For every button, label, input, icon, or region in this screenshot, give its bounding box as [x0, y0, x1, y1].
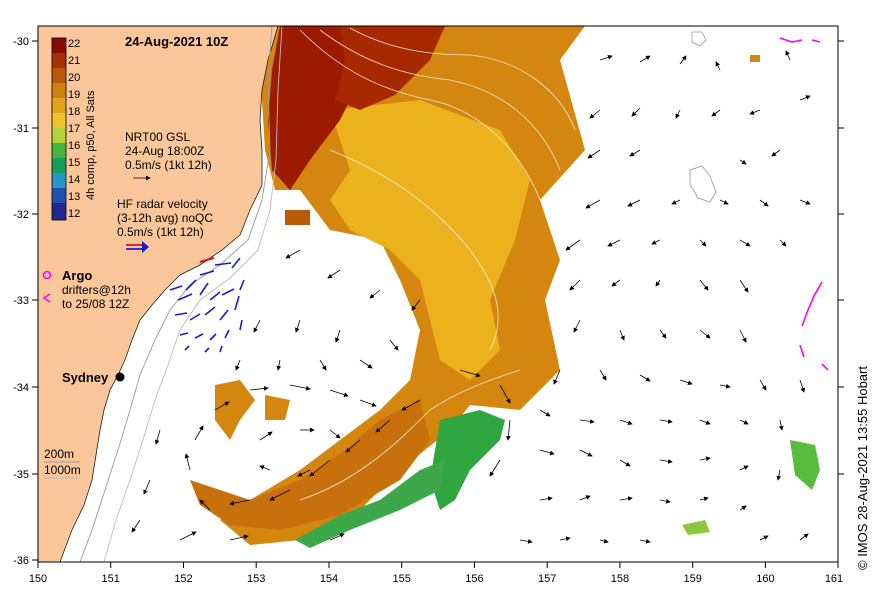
y-tick-label: -36: [13, 555, 29, 567]
colorbar-tick: 21: [68, 55, 80, 67]
sst-brown-west: [285, 210, 310, 225]
map-title: 24-Aug-2021 10Z: [125, 34, 228, 49]
hf-legend-line2: (3-12h avg) noQC: [117, 211, 213, 225]
colorbar-tick: 17: [68, 123, 80, 135]
sst-spot-ne: [750, 55, 760, 62]
sst-eddy-rim: [190, 400, 430, 530]
nrt-legend-line1: NRT00 GSL: [125, 130, 190, 144]
argo-label: Argo: [62, 268, 92, 283]
y-tick-label: -35: [13, 469, 29, 481]
sst-yellow-patch: [330, 100, 530, 380]
x-tick-label: 153: [247, 573, 265, 585]
x-tick-label: 160: [756, 573, 774, 585]
colorbar-tick: 12: [68, 208, 80, 220]
plot-frame: [37, 25, 839, 563]
argo-drifter-tracks: [779, 37, 829, 371]
y-tick-label: -34: [13, 382, 29, 394]
x-tick-label: 152: [174, 573, 192, 585]
argo-marker-icon: [42, 270, 52, 280]
colorbar-tick: 22: [68, 38, 80, 50]
colorbar: [51, 37, 67, 221]
x-tick-label: 155: [393, 573, 411, 585]
x-tick-label: 154: [320, 573, 338, 585]
colorbar-tick: 20: [68, 72, 80, 84]
sst-cool-spot: [682, 520, 710, 535]
colorbar-label: 4h comp, p50, All Sats: [85, 90, 97, 200]
island-outline: [689, 165, 717, 203]
y-tick-label: -31: [13, 123, 29, 135]
city-marker-icon: [115, 372, 125, 382]
colorbar-swatch: [52, 113, 66, 128]
colorbar-swatch: [52, 98, 66, 113]
sst-cool-band-2: [295, 460, 445, 548]
colorbar-swatch: [52, 188, 66, 203]
sst-contours: [299, 27, 576, 501]
sst-cool-east: [790, 440, 820, 490]
hf-legend-line3: 0.5m/s (1kt 12h): [117, 225, 204, 239]
colorbar-swatch: [52, 128, 66, 143]
colorbar-swatch: [52, 143, 66, 158]
city-label-sydney: Sydney: [62, 370, 109, 385]
sst-eddy-west: [215, 380, 255, 440]
hf-scale-arrowhead: [142, 241, 149, 253]
depth-200-label: 200m: [44, 447, 74, 461]
drifter-arrow-icon: [42, 293, 51, 303]
x-tick-label: 157: [538, 573, 556, 585]
land-australia: [38, 26, 279, 562]
depth-1000-label: 1000m: [44, 463, 81, 477]
bathy-200m: [79, 26, 273, 562]
colorbar-tick: 18: [68, 106, 80, 118]
bathy-1000m: [103, 26, 283, 562]
hf-legend-line1: HF radar velocity: [117, 197, 208, 211]
y-tick-label: -33: [13, 295, 29, 307]
credit-text: © IMOS 28-Aug-2021 13:55 Hobart: [855, 366, 870, 570]
sst-cool-band-1: [430, 410, 505, 510]
x-tick-label: 150: [29, 573, 47, 585]
y-tick-label: -30: [13, 36, 29, 48]
drifters-line2: to 25/08 12Z: [62, 297, 129, 311]
colorbar-swatch: [52, 83, 66, 98]
x-tick-label: 158: [611, 573, 629, 585]
nrt-legend-line3: 0.5m/s (1kt 12h): [125, 158, 212, 172]
sst-hot-patch: [268, 26, 360, 190]
drifters-line1: drifters@12h: [62, 283, 131, 297]
colorbar-tick: 13: [68, 191, 80, 203]
axis-tick-marks: [32, 40, 844, 568]
colorbar-tick: 19: [68, 89, 80, 101]
x-tick-label: 159: [684, 573, 702, 585]
colorbar-swatch: [52, 158, 66, 173]
colorbar-tick: 15: [68, 157, 80, 169]
colorbar-swatch: [52, 38, 66, 53]
island-outline-2: [691, 31, 707, 47]
colorbar-swatch: [52, 203, 66, 220]
colorbar-tick: 16: [68, 140, 80, 152]
colorbar-tick: 14: [68, 174, 80, 186]
colorbar-swatch: [52, 68, 66, 83]
x-tick-label: 156: [465, 573, 483, 585]
x-tick-label: 161: [825, 573, 843, 585]
y-tick-label: -32: [13, 209, 29, 221]
current-vectors: [131, 50, 811, 544]
hf-radar-vectors: [169, 257, 245, 353]
colorbar-swatch: [52, 173, 66, 188]
nrt-legend-line2: 24-Aug 18:00Z: [125, 144, 204, 158]
x-tick-label: 151: [102, 573, 120, 585]
colorbar-swatch: [52, 53, 66, 68]
hf-radar-red-segment: [199, 257, 215, 263]
sst-eddy-spot: [265, 395, 290, 420]
sst-hot-patch-2: [335, 26, 445, 110]
